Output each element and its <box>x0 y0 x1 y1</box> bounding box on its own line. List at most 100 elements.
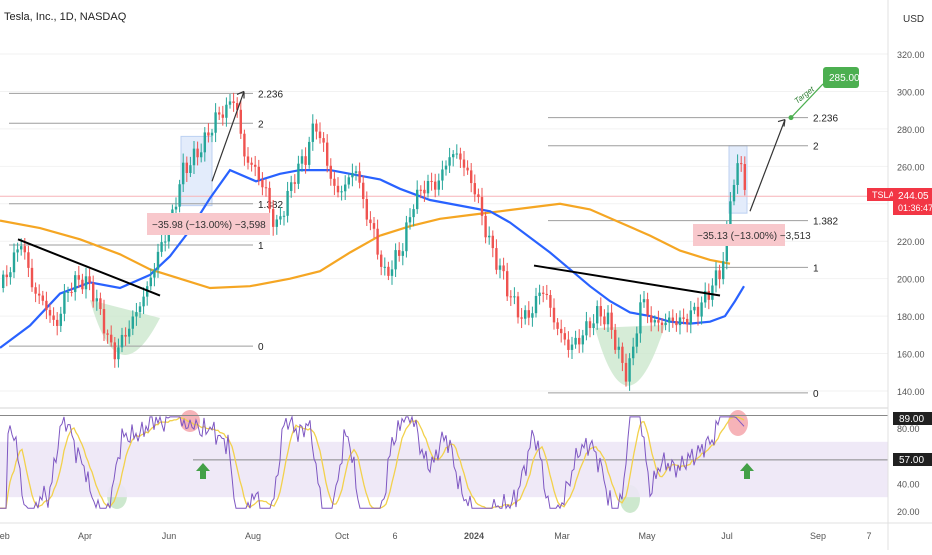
sma200-line <box>0 202 731 290</box>
candle-body <box>563 333 566 340</box>
rsi-high-badge <box>893 412 932 425</box>
candle-body <box>606 312 610 325</box>
candle-body <box>344 184 347 192</box>
candle-body <box>41 295 44 301</box>
rsi-up-arrow <box>740 463 754 479</box>
candle-body <box>131 316 134 329</box>
candle-body <box>624 362 628 382</box>
fib-label-2023: 2.236 <box>258 89 283 100</box>
candle-body <box>16 249 19 253</box>
candle-body <box>315 123 318 132</box>
candle-body <box>506 271 509 297</box>
price-tick-label: 280.00 <box>897 125 925 135</box>
candle-body <box>95 298 98 302</box>
candle-body <box>714 270 718 286</box>
candle-body <box>480 197 484 216</box>
candle-body <box>693 306 696 311</box>
fib-label-2024: 2.236 <box>813 114 838 125</box>
candle-body <box>192 148 196 166</box>
time-tick-label: 6 <box>392 531 397 541</box>
candle-body <box>477 194 480 198</box>
candle-body <box>588 321 592 329</box>
candle-body <box>2 274 5 289</box>
candle-body <box>668 317 671 323</box>
candle-body <box>642 299 646 303</box>
price-axis[interactable]: 140.00160.00180.00200.00220.00240.00260.… <box>897 50 925 517</box>
candle-body <box>358 171 361 183</box>
price-tick-label: 220.00 <box>897 237 925 247</box>
candle-body <box>394 250 397 270</box>
candle-body <box>9 272 12 278</box>
candle-body <box>174 206 178 210</box>
candle-body <box>113 342 116 360</box>
fib-label-2024: 1.382 <box>813 217 838 228</box>
candle-body <box>491 235 494 249</box>
candle-body <box>77 275 80 280</box>
time-axis[interactable]: Feb Apr Jun Aug Oct 6 2024 Mar May Jul Sep 7 <box>0 531 872 541</box>
candle-body <box>117 347 120 360</box>
candle-body <box>470 170 473 184</box>
rsi-high-level: 89.00 <box>899 414 924 425</box>
candle-body <box>704 290 707 303</box>
candle-body <box>12 252 16 273</box>
candle-body <box>218 112 221 115</box>
candle-body <box>63 292 66 314</box>
candle-body <box>23 246 26 253</box>
candle-body <box>459 153 462 160</box>
candle-body <box>635 333 638 347</box>
time-tick-label: Jun <box>162 531 177 541</box>
candle-body <box>84 276 88 290</box>
neckline-2023 <box>17 238 161 297</box>
time-tick-label: Sep <box>810 531 826 541</box>
candle-body <box>534 295 538 314</box>
price-tick-label: 300.00 <box>897 87 925 97</box>
candle-body <box>290 182 293 191</box>
candle-body <box>203 132 206 153</box>
candle-body <box>250 162 253 165</box>
candle-body <box>678 317 682 326</box>
candle-body <box>574 337 577 345</box>
bar-countdown: 01:36:47 <box>898 203 932 213</box>
rsi-tick-label: 20.00 <box>897 507 920 517</box>
candle-body <box>545 293 548 296</box>
candle-body <box>603 316 606 325</box>
candle-body <box>617 346 620 350</box>
candle-body <box>286 190 289 216</box>
candle-body <box>59 313 62 326</box>
candle-body <box>20 246 23 250</box>
candle-body <box>696 306 700 317</box>
candle-body <box>264 187 268 189</box>
candle-body <box>293 182 296 184</box>
candle-body <box>333 178 336 186</box>
candle-body <box>196 148 199 158</box>
candle-body <box>102 309 106 334</box>
candle-body <box>128 328 131 337</box>
target-price: 285.00 <box>829 73 860 84</box>
time-tick-label: Oct <box>335 531 350 541</box>
candle-body <box>513 296 516 298</box>
candle-body <box>488 235 491 238</box>
candle-body <box>689 310 692 325</box>
candle-body <box>282 215 286 217</box>
candle-body <box>30 267 34 288</box>
candle-body <box>318 131 322 139</box>
candle-body <box>376 228 379 255</box>
candle-body <box>585 321 588 336</box>
candle-body <box>552 307 556 323</box>
time-tick-label: 2024 <box>464 531 484 541</box>
candle-body <box>279 216 282 220</box>
candle-body <box>236 103 239 110</box>
candle-body <box>711 285 714 300</box>
rsi-band <box>0 441 888 498</box>
candle-body <box>207 132 210 136</box>
time-tick-label: Jul <box>721 531 733 541</box>
candle-body <box>221 114 224 118</box>
time-tick-label: Mar <box>554 531 570 541</box>
candle-body <box>570 344 574 350</box>
candle-body <box>700 302 703 317</box>
candle-body <box>110 334 113 343</box>
candle-body <box>5 274 8 278</box>
rsi-up-arrow <box>196 463 210 479</box>
